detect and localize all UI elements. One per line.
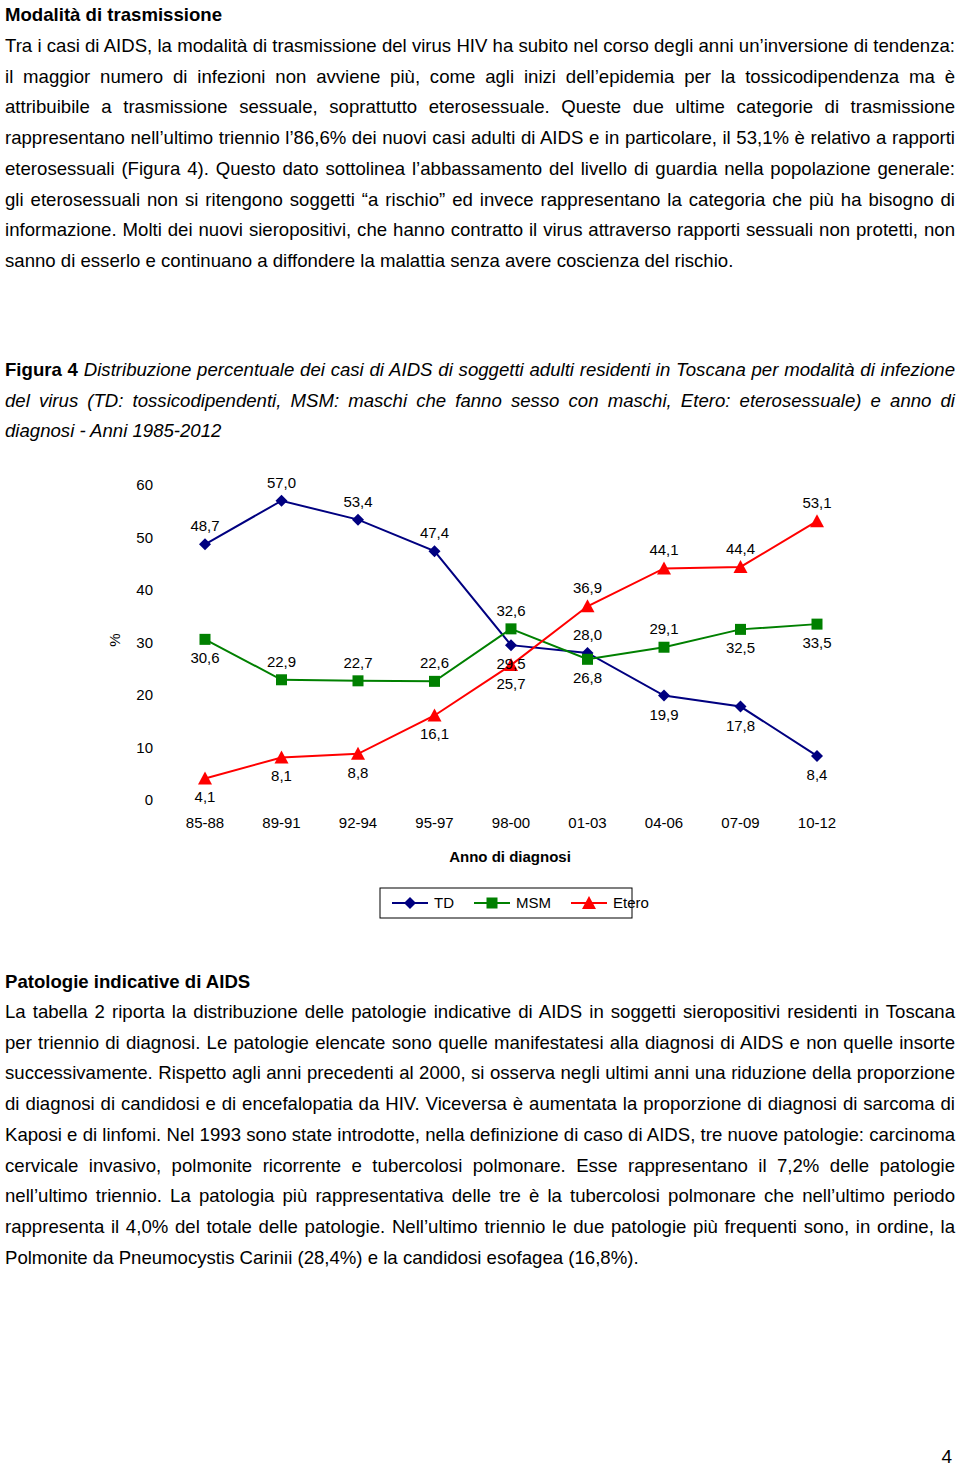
x-tick-label: 92-94 — [339, 814, 377, 831]
data-point — [276, 674, 287, 685]
data-label: 8,1 — [271, 767, 292, 784]
data-point — [582, 654, 593, 665]
data-point — [810, 514, 824, 527]
data-point — [734, 560, 748, 573]
x-tick-label: 01-03 — [568, 814, 606, 831]
data-point — [198, 771, 212, 784]
data-label: 29,5 — [496, 655, 525, 672]
series-line — [205, 521, 817, 778]
data-point — [351, 747, 365, 760]
y-tick-label: 10 — [136, 739, 153, 756]
section-heading: Patologie indicative di AIDS — [5, 967, 955, 998]
paragraph: La tabella 2 riporta la distribuzione de… — [5, 997, 955, 1273]
data-point — [428, 708, 442, 721]
data-label: 8,4 — [807, 766, 828, 783]
data-point — [659, 642, 670, 653]
x-tick-label: 98-00 — [492, 814, 530, 831]
data-label: 26,8 — [573, 669, 602, 686]
data-point — [811, 750, 823, 762]
page-number: 4 — [941, 1446, 952, 1468]
data-point — [275, 750, 289, 763]
data-point — [505, 639, 517, 651]
data-label: 28,0 — [573, 626, 602, 643]
data-label: 17,8 — [726, 717, 755, 734]
caption-label: Figura 4 — [5, 359, 78, 380]
data-label: 30,6 — [190, 649, 219, 666]
x-tick-label: 85-88 — [186, 814, 224, 831]
x-axis-label: Anno di diagnosi — [449, 848, 571, 865]
data-label: 8,8 — [348, 764, 369, 781]
data-point — [506, 623, 517, 634]
data-point — [658, 690, 670, 702]
series-line — [205, 501, 817, 756]
legend-marker — [487, 898, 498, 909]
chart: 0 10 20 30 40 50 60 85-88 89-91 92-94 95-97 98-00 01… — [0, 460, 960, 940]
data-label: 32,6 — [496, 602, 525, 619]
data-label: 44,1 — [649, 541, 678, 558]
legend-label: Etero — [613, 894, 649, 911]
data-label: 25,7 — [496, 675, 525, 692]
y-tick-label: 50 — [136, 529, 153, 546]
y-axis-label: % — [106, 633, 123, 646]
data-point — [657, 561, 671, 574]
y-tick-label: 40 — [136, 581, 153, 598]
legend-marker — [404, 897, 416, 909]
y-tick-label: 20 — [136, 686, 153, 703]
data-label: 53,1 — [802, 494, 831, 511]
data-point — [276, 495, 288, 507]
section-heading: Modalità di trasmissione — [5, 0, 955, 31]
figure-caption: Figura 4 Distribuzione percentuale dei c… — [5, 355, 955, 447]
data-point — [200, 634, 211, 645]
data-label: 32,5 — [726, 639, 755, 656]
x-tick-label: 89-91 — [262, 814, 300, 831]
x-tick-label: 07-09 — [721, 814, 759, 831]
data-point — [429, 676, 440, 687]
caption-text: Distribuzione percentuale dei casi di AI… — [5, 359, 955, 441]
data-point — [581, 599, 595, 612]
data-label: 47,4 — [420, 524, 449, 541]
data-point — [353, 675, 364, 686]
data-label: 57,0 — [267, 474, 296, 491]
legend-marker — [582, 896, 596, 909]
legend-label: MSM — [516, 894, 551, 911]
data-label: 44,4 — [726, 540, 755, 557]
data-label: 22,7 — [343, 654, 372, 671]
legend-label: TD — [434, 894, 454, 911]
data-label: 36,9 — [573, 579, 602, 596]
plot-area — [198, 495, 824, 785]
data-label: 53,4 — [343, 493, 372, 510]
data-point — [352, 514, 364, 526]
legend-box — [380, 888, 632, 918]
data-label: 22,9 — [267, 653, 296, 670]
y-tick-label: 30 — [136, 634, 153, 651]
data-label: 4,1 — [195, 788, 216, 805]
data-point — [735, 624, 746, 635]
legend: TD MSM Etero — [380, 888, 649, 918]
x-tick-label: 10-12 — [798, 814, 836, 831]
data-point — [429, 545, 441, 557]
data-point — [199, 538, 211, 550]
data-label: 48,7 — [190, 517, 219, 534]
paragraph: Tra i casi di AIDS, la modalità di trasm… — [5, 31, 955, 277]
data-point — [812, 619, 823, 630]
series-line — [205, 624, 817, 681]
data-label: 33,5 — [802, 634, 831, 651]
x-tick-label: 95-97 — [415, 814, 453, 831]
y-tick-label: 60 — [136, 476, 153, 493]
x-tick-label: 04-06 — [645, 814, 683, 831]
data-label: 22,6 — [420, 654, 449, 671]
data-point — [735, 701, 747, 713]
data-label: 29,1 — [649, 620, 678, 637]
y-tick-label: 0 — [145, 791, 153, 808]
data-label: 16,1 — [420, 725, 449, 742]
data-label: 19,9 — [649, 706, 678, 723]
